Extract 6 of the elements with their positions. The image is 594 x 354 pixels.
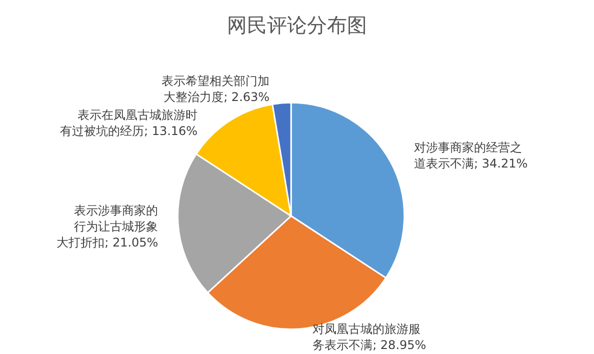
- slice-label: 表示希望相关部门加大整治力度; 2.63%: [162, 74, 270, 104]
- slice-label: 对涉事商家的经营之道表示不满; 34.21%: [414, 140, 528, 170]
- chart-title: 网民评论分布图: [227, 13, 367, 37]
- slice-label: 表示涉事商家的行为让古城形象大打折扣; 21.05%: [56, 203, 158, 250]
- slice-label: 表示在凤凰古城旅游时有过被坑的经历; 13.16%: [60, 108, 198, 138]
- slice-label: 对凤凰古城的旅游服务表示不满; 28.95%: [312, 322, 426, 352]
